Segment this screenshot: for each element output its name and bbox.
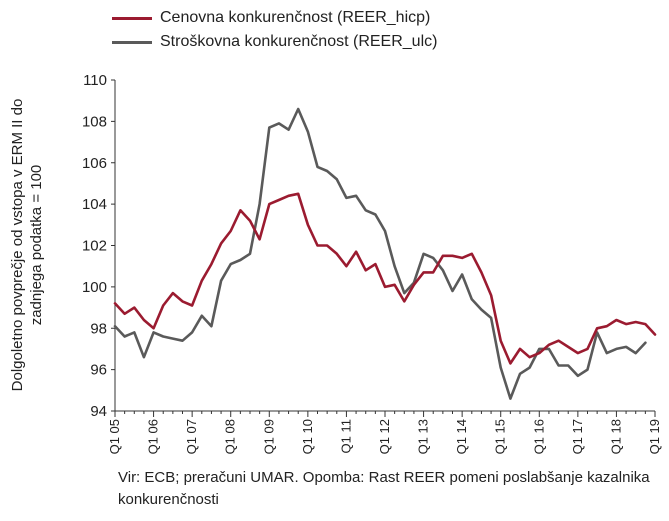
x-tick-label: Q1 17: [570, 419, 585, 454]
x-tick-label: Q1 19: [647, 419, 662, 454]
y-tick-label: 100: [82, 279, 107, 296]
y-tick-label: 108: [82, 113, 107, 130]
y-tick-label: 98: [90, 320, 107, 337]
y-tick-label: 110: [83, 72, 107, 89]
legend-swatch-ulc: [112, 40, 152, 44]
source-note: Vir: ECB; preračuni UMAR. Opomba: Rast R…: [118, 469, 650, 508]
x-tick-label: Q1 08: [223, 419, 238, 454]
y-tick-label: 104: [82, 196, 107, 213]
x-tick-label: Q1 12: [377, 419, 392, 454]
legend-label-hicp: Cenovna konkurenčnost (REER_hicp): [160, 9, 431, 26]
x-tick-label: Q1 13: [416, 419, 431, 454]
x-tick-label: Q1 18: [608, 419, 623, 454]
y-tick-label: 106: [82, 155, 107, 172]
x-tick-label: Q1 09: [261, 419, 276, 454]
legend-item-hicp: Cenovna konkurenčnost (REER_hicp): [112, 6, 437, 30]
x-tick-label: Q1 11: [338, 419, 353, 453]
x-tick-label: Q1 16: [531, 419, 546, 454]
chart-legend: Cenovna konkurenčnost (REER_hicp) Strošk…: [112, 6, 437, 54]
x-tick-label: Q1 07: [184, 419, 199, 454]
legend-label-ulc: Stroškovna konkurenčnost (REER_ulc): [160, 33, 438, 50]
x-tick-label: Q1 05: [107, 419, 122, 454]
x-tick-label: Q1 14: [454, 419, 469, 454]
legend-item-ulc: Stroškovna konkurenčnost (REER_ulc): [112, 30, 437, 54]
legend-swatch-hicp: [112, 16, 152, 20]
y-tick-label: 102: [82, 238, 107, 255]
series-line-hicp: [113, 192, 657, 365]
x-tick-label: Q1 10: [300, 419, 315, 454]
series-line-ulc: [113, 107, 647, 400]
y-tick-label: 96: [90, 362, 107, 379]
x-tick-label: Q1 15: [493, 419, 508, 454]
y-tick-label: 94: [90, 403, 107, 420]
x-tick-label: Q1 06: [146, 419, 161, 454]
